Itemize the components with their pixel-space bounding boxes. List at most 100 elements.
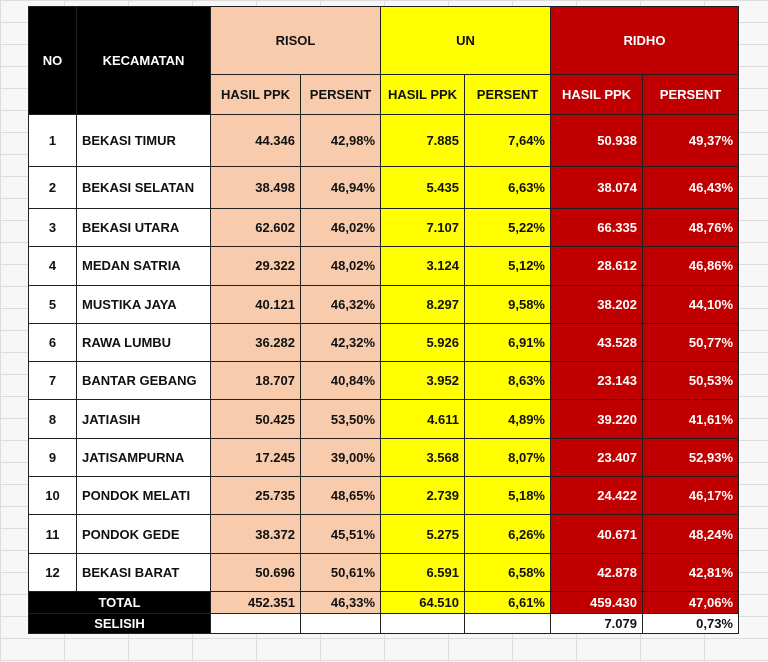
row-un-hasil: 8.297	[380, 284, 465, 324]
row-ridho-persent: 41,61%	[642, 399, 739, 439]
row-un-persent: 5,12%	[464, 246, 551, 286]
row-ridho-hasil: 40.671	[550, 514, 643, 554]
row-risol-persent: 46,32%	[300, 284, 381, 324]
row-no: 10	[28, 476, 77, 516]
row-un-hasil: 3.568	[380, 437, 465, 478]
table-row: 7 BANTAR GEBANG 18.707 40,84% 3.952 8,63% 23.1…	[28, 361, 739, 401]
row-kecamatan: JATIASIH	[76, 399, 211, 439]
row-kecamatan: PONDOK MELATI	[76, 476, 211, 516]
row-kecamatan: BEKASI UTARA	[76, 207, 211, 248]
table-row: 8 JATIASIH 50.425 53,50% 4.611 4,89% 39.220 41,…	[28, 399, 739, 439]
header-risol-hasil: HASIL PPK	[210, 74, 301, 115]
total-ridho-hasil: 459.430	[550, 590, 643, 614]
row-ridho-hasil: 23.407	[550, 437, 643, 478]
row-no: 4	[28, 246, 77, 286]
total-un-hasil: 64.510	[380, 590, 465, 614]
selisih-hasil: 7.079	[550, 612, 643, 634]
row-ridho-persent: 46,86%	[642, 246, 739, 286]
row-risol-hasil: 62.602	[210, 207, 301, 248]
row-kecamatan: BEKASI SELATAN	[76, 166, 211, 209]
table-row: 12 BEKASI BARAT 50.696 50,61% 6.591 6,58% 42.8…	[28, 552, 739, 592]
row-ridho-persent: 52,93%	[642, 437, 739, 478]
row-ridho-hasil: 50.938	[550, 114, 643, 167]
row-risol-persent: 42,98%	[300, 114, 381, 167]
header-risol: RISOL	[210, 6, 381, 75]
table-row: 1 BEKASI TIMUR 44.346 42,98% 7.885 7,64% 50.93…	[28, 114, 739, 167]
row-ridho-persent: 48,76%	[642, 207, 739, 248]
row-risol-hasil: 50.425	[210, 399, 301, 439]
total-risol-hasil: 452.351	[210, 590, 301, 614]
row-un-persent: 8,07%	[464, 437, 551, 478]
row-kecamatan: RAWA LUMBU	[76, 322, 211, 363]
total-ridho-persent: 47,06%	[642, 590, 739, 614]
header-un: UN	[380, 6, 551, 75]
row-no: 5	[28, 284, 77, 324]
row-ridho-persent: 46,17%	[642, 476, 739, 516]
row-un-persent: 4,89%	[464, 399, 551, 439]
row-risol-persent: 45,51%	[300, 514, 381, 554]
row-un-persent: 6,58%	[464, 552, 551, 592]
row-risol-hasil: 17.245	[210, 437, 301, 478]
header-un-persent: PERSENT	[464, 74, 551, 115]
row-kecamatan: BEKASI TIMUR	[76, 114, 211, 167]
header-ridho-persent: PERSENT	[642, 74, 739, 115]
row-un-hasil: 5.926	[380, 322, 465, 363]
row-ridho-persent: 49,37%	[642, 114, 739, 167]
row-kecamatan: BEKASI BARAT	[76, 552, 211, 592]
row-no: 7	[28, 361, 77, 401]
row-no: 1	[28, 114, 77, 167]
row-un-hasil: 5.435	[380, 166, 465, 209]
header-kecamatan: KECAMATAN	[76, 6, 211, 115]
row-no: 8	[28, 399, 77, 439]
row-ridho-hasil: 38.074	[550, 166, 643, 209]
row-kecamatan: BANTAR GEBANG	[76, 361, 211, 401]
row-ridho-hasil: 23.143	[550, 361, 643, 401]
row-ridho-persent: 48,24%	[642, 514, 739, 554]
row-risol-persent: 46,02%	[300, 207, 381, 248]
row-ridho-persent: 46,43%	[642, 166, 739, 209]
row-un-persent: 5,18%	[464, 476, 551, 516]
row-risol-hasil: 36.282	[210, 322, 301, 363]
total-label: TOTAL	[28, 590, 211, 614]
row-risol-persent: 39,00%	[300, 437, 381, 478]
row-risol-hasil: 44.346	[210, 114, 301, 167]
total-risol-persent: 46,33%	[300, 590, 381, 614]
table-row: 4 MEDAN SATRIA 29.322 48,02% 3.124 5,12% 28.61…	[28, 246, 739, 286]
row-un-hasil: 5.275	[380, 514, 465, 554]
row-un-hasil: 2.739	[380, 476, 465, 516]
row-un-persent: 7,64%	[464, 114, 551, 167]
header-no: NO	[28, 6, 77, 115]
table-row: 2 BEKASI SELATAN 38.498 46,94% 5.435 6,63% 38.…	[28, 166, 739, 209]
table-row: 10 PONDOK MELATI 25.735 48,65% 2.739 5,18% 24.…	[28, 476, 739, 516]
row-no: 2	[28, 166, 77, 209]
results-table: NO KECAMATAN RISOL UN RIDHO HASIL PPK PE…	[28, 6, 739, 634]
row-kecamatan: MUSTIKA JAYA	[76, 284, 211, 324]
table-row: 6 RAWA LUMBU 36.282 42,32% 5.926 6,91% 43.528 5…	[28, 322, 739, 363]
table-row: 9 JATISAMPURNA 17.245 39,00% 3.568 8,07% 23.40…	[28, 437, 739, 478]
selisih-empty-3	[380, 612, 465, 634]
row-kecamatan: JATISAMPURNA	[76, 437, 211, 478]
row-risol-persent: 48,02%	[300, 246, 381, 286]
row-un-persent: 6,91%	[464, 322, 551, 363]
row-no: 9	[28, 437, 77, 478]
selisih-empty-4	[464, 612, 551, 634]
table-row: 3 BEKASI UTARA 62.602 46,02% 7.107 5,22% 66.33…	[28, 207, 739, 248]
row-risol-hasil: 18.707	[210, 361, 301, 401]
row-risol-persent: 40,84%	[300, 361, 381, 401]
selisih-empty-1	[210, 612, 301, 634]
row-ridho-hasil: 28.612	[550, 246, 643, 286]
row-ridho-persent: 42,81%	[642, 552, 739, 592]
header-ridho-hasil: HASIL PPK	[550, 74, 643, 115]
row-un-hasil: 6.591	[380, 552, 465, 592]
row-risol-persent: 50,61%	[300, 552, 381, 592]
row-ridho-hasil: 39.220	[550, 399, 643, 439]
row-un-persent: 8,63%	[464, 361, 551, 401]
row-un-persent: 5,22%	[464, 207, 551, 248]
row-risol-hasil: 50.696	[210, 552, 301, 592]
row-risol-persent: 42,32%	[300, 322, 381, 363]
row-risol-hasil: 25.735	[210, 476, 301, 516]
table-row: 5 MUSTIKA JAYA 40.121 46,32% 8.297 9,58% 38.20…	[28, 284, 739, 324]
row-risol-persent: 46,94%	[300, 166, 381, 209]
row-un-persent: 9,58%	[464, 284, 551, 324]
total-un-persent: 6,61%	[464, 590, 551, 614]
